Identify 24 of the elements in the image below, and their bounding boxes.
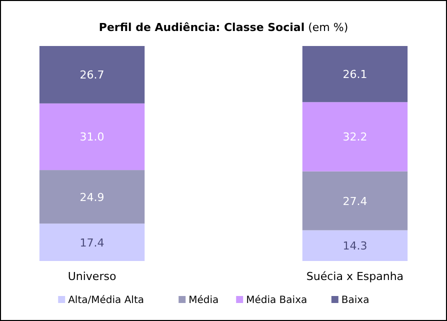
bar: [302, 102, 408, 172]
data-label: 17.4: [80, 236, 104, 250]
data-label: 31.0: [80, 130, 104, 144]
bar: [39, 46, 145, 104]
bar: [39, 103, 145, 170]
data-label: 14.3: [342, 240, 368, 253]
legend-label: Alta/Média Alta: [68, 295, 144, 306]
data-label: 27.4: [342, 194, 368, 208]
x-tick-label: Universo: [68, 270, 116, 283]
data-label: 24.9: [80, 190, 104, 204]
data-label: 26.1: [342, 68, 368, 82]
bar: [302, 230, 408, 261]
data-label: 32.2: [342, 130, 368, 144]
bar: [302, 46, 408, 102]
legend-label: Média Baixa: [246, 295, 308, 306]
chart-subtitle: (em %): [304, 21, 348, 34]
data-label: 26.7: [80, 68, 104, 82]
bar: [302, 171, 408, 230]
x-tick-label: Suécia x Espanha: [306, 270, 404, 283]
bar: [39, 224, 145, 261]
legend-label: Baixa: [341, 295, 370, 306]
chart-title: Perfil de Audiência: Classe Social: [98, 21, 305, 34]
legend-label: Média: [188, 295, 219, 306]
bar: [39, 170, 145, 224]
